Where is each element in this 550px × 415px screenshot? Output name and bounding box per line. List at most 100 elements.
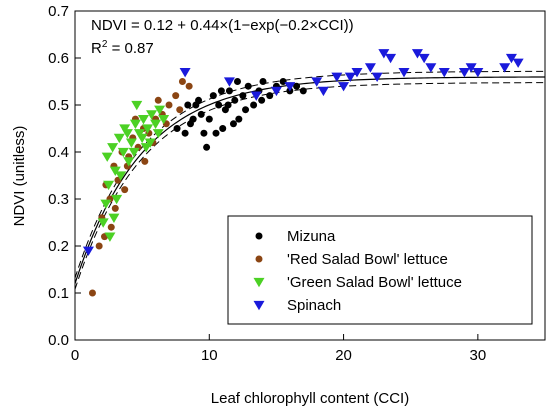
data-point [123, 157, 135, 167]
data-point [140, 143, 152, 153]
data-point [250, 91, 262, 101]
data-point [152, 129, 164, 139]
data-point [209, 92, 217, 100]
y-tick-label: 0.3 [48, 191, 69, 208]
data-point [119, 124, 131, 134]
data-point [115, 171, 127, 181]
legend-box [227, 215, 533, 325]
y-axis-ticks: 0.0 0.1 0.2 0.3 0.4 0.5 0.6 0.7 [48, 3, 81, 349]
data-point [185, 82, 193, 90]
data-point [97, 218, 109, 228]
data-point [472, 67, 484, 78]
data-point [179, 67, 191, 78]
data-point [385, 53, 397, 64]
data-point [239, 92, 247, 100]
r-squared: R2 = 0.87 [91, 39, 154, 57]
data-point [219, 125, 227, 132]
data-point [111, 194, 123, 205]
y-tick-label: 0.6 [48, 50, 69, 67]
y-tick-label: 0.7 [48, 3, 69, 20]
data-point [129, 119, 141, 130]
data-point [101, 152, 113, 162]
data-point [338, 82, 350, 92]
data-point [172, 92, 180, 100]
data-point [351, 67, 363, 78]
data-point [111, 204, 119, 212]
data-point [107, 143, 119, 153]
data-point [223, 77, 235, 87]
data-point [203, 143, 211, 151]
data-point [125, 138, 137, 148]
data-point [128, 147, 140, 158]
data-point [100, 199, 112, 209]
series-3 [82, 49, 524, 256]
data-point [154, 105, 166, 115]
data-point [229, 120, 237, 128]
legend-marker [255, 232, 263, 240]
data-point [103, 180, 115, 191]
data-point [131, 100, 143, 111]
data-point [225, 87, 233, 95]
data-point [458, 67, 470, 78]
x-tick-label: 10 [201, 347, 218, 364]
data-point [259, 78, 267, 85]
data-point [88, 289, 96, 297]
data-point [173, 125, 181, 132]
data-point [121, 186, 129, 194]
data-point [142, 124, 154, 134]
legend-marker [255, 255, 263, 263]
legend-label: 'Red Salad Bowl' lettuce [287, 251, 448, 268]
y-axis-label: NDVI (unitless) [11, 126, 28, 227]
data-point [141, 157, 149, 165]
data-point [371, 72, 383, 83]
data-point [107, 223, 115, 231]
data-point [299, 87, 307, 95]
data-point [505, 53, 517, 64]
y-tick-label: 0.4 [48, 144, 69, 161]
data-point [311, 77, 323, 87]
data-point [242, 106, 250, 114]
legend-label: Spinach [287, 297, 341, 314]
legend: Mizuna 'Red Salad Bowl' lettuce 'Green Sal… [227, 215, 533, 325]
data-point [104, 232, 116, 242]
y-tick-label: 0.2 [48, 238, 69, 255]
data-point [266, 92, 274, 100]
data-point [364, 63, 376, 73]
legend-label: Mizuna [287, 228, 336, 245]
legend-marker [253, 277, 265, 288]
data-point [231, 96, 239, 104]
data-point [154, 96, 162, 104]
data-point [217, 87, 225, 95]
data-point [418, 53, 430, 64]
data-point [438, 67, 450, 78]
data-point [235, 115, 243, 123]
data-point [108, 213, 120, 224]
series-0 [173, 78, 307, 151]
data-point [189, 115, 197, 123]
data-point [224, 101, 232, 109]
data-point [184, 101, 192, 109]
data-point [117, 147, 129, 158]
lower-confidence-band [74, 82, 546, 290]
x-tick-label: 30 [470, 347, 487, 364]
data-point [137, 114, 149, 125]
x-tick-label: 0 [71, 347, 79, 364]
data-point [378, 49, 390, 59]
data-point [197, 110, 205, 118]
x-axis-label: Leaf chlorophyll content (CCI) [211, 390, 409, 407]
series-2 [97, 100, 170, 242]
x-axis-ticks: 0 10 20 30 [71, 334, 486, 364]
data-points [82, 49, 524, 297]
data-point [499, 63, 511, 73]
data-point [317, 86, 329, 97]
data-point [181, 129, 189, 137]
data-point [95, 242, 103, 250]
data-point [293, 82, 301, 90]
data-point [512, 58, 524, 68]
data-point [133, 129, 145, 139]
data-point [344, 72, 356, 83]
data-point [398, 67, 410, 78]
data-point [284, 82, 296, 92]
data-point [425, 63, 437, 73]
